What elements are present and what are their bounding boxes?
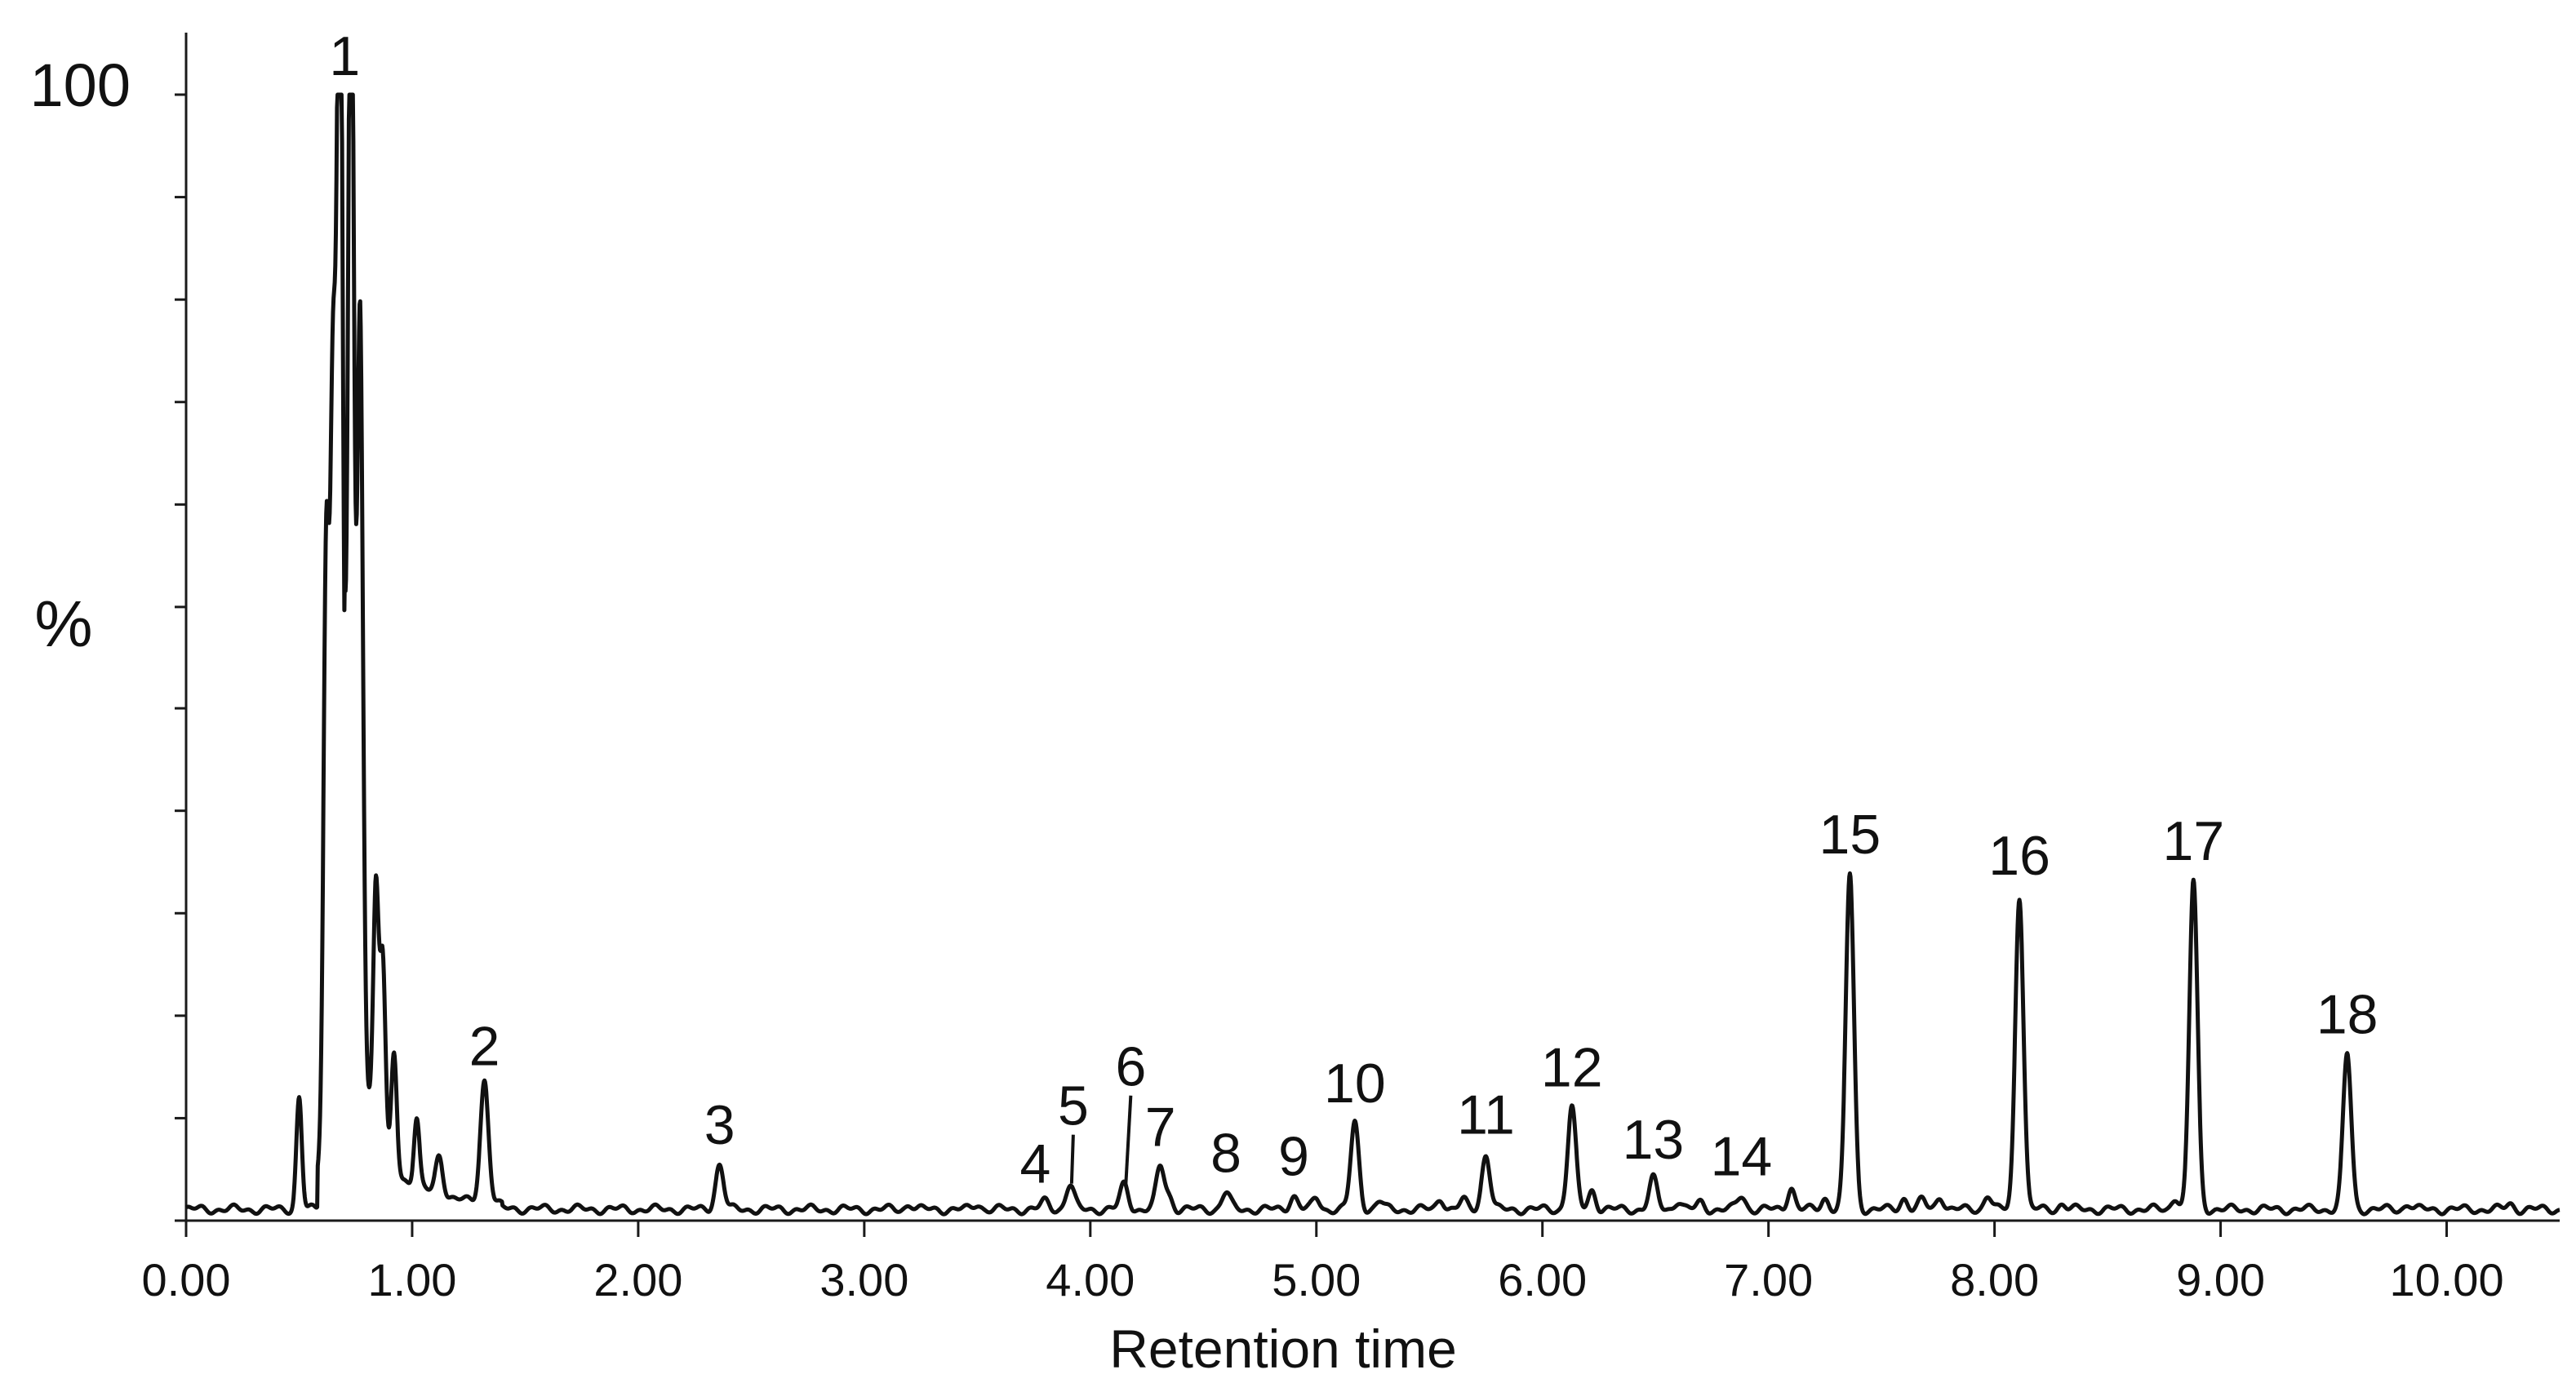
peak-leader-line xyxy=(1124,1095,1133,1184)
peak-label: 18 xyxy=(2316,984,2378,1046)
x-tick-label: 8.00 xyxy=(1950,1254,2039,1305)
peak-label: 3 xyxy=(704,1094,735,1156)
y-axis-title: % xyxy=(34,587,92,660)
x-tick-label: 4.00 xyxy=(1046,1254,1135,1305)
x-tick-label: 1.00 xyxy=(367,1254,456,1305)
peak-label: 15 xyxy=(1819,804,1881,866)
x-tick-label: 7.00 xyxy=(1724,1254,1813,1305)
x-tick-label: 0.00 xyxy=(142,1254,231,1305)
chromatogram-trace xyxy=(184,92,2561,1217)
x-tick-label: 10.00 xyxy=(2389,1254,2503,1305)
trace-layer xyxy=(184,92,2561,1217)
x-tick-label: 2.00 xyxy=(593,1254,682,1305)
peak-label: 6 xyxy=(1115,1036,1146,1098)
peak-label: 13 xyxy=(1623,1109,1685,1171)
peak-label: 8 xyxy=(1210,1122,1241,1184)
peak-label: 7 xyxy=(1145,1097,1176,1159)
x-tick-label: 5.00 xyxy=(1272,1254,1361,1305)
y-axis-max-label: 100 xyxy=(30,51,131,119)
peak-label: 14 xyxy=(1711,1126,1773,1188)
peak-label: 9 xyxy=(1278,1126,1309,1188)
peak-label: 10 xyxy=(1324,1053,1386,1115)
peak-leader-line xyxy=(1069,1134,1075,1184)
peak-label: 5 xyxy=(1058,1075,1089,1137)
peak-label: 1 xyxy=(329,25,360,87)
peak-label: 4 xyxy=(1020,1133,1051,1195)
x-tick-label: 6.00 xyxy=(1498,1254,1587,1305)
peak-label: 16 xyxy=(1988,825,2050,887)
x-tick-label: 9.00 xyxy=(2176,1254,2265,1305)
axes-layer: 0.00 1.00 2.00 3.00 4.00 5.00 6.00 7.00 8.00 9.00… xyxy=(142,33,2560,1305)
x-axis-title: Retention time xyxy=(1109,1319,1457,1379)
peak-label: 12 xyxy=(1541,1037,1603,1099)
x-tick-label: 3.00 xyxy=(819,1254,908,1305)
peak-label: 11 xyxy=(1457,1084,1515,1146)
peak-label: 2 xyxy=(469,1015,500,1077)
peak-label: 17 xyxy=(2163,810,2225,872)
